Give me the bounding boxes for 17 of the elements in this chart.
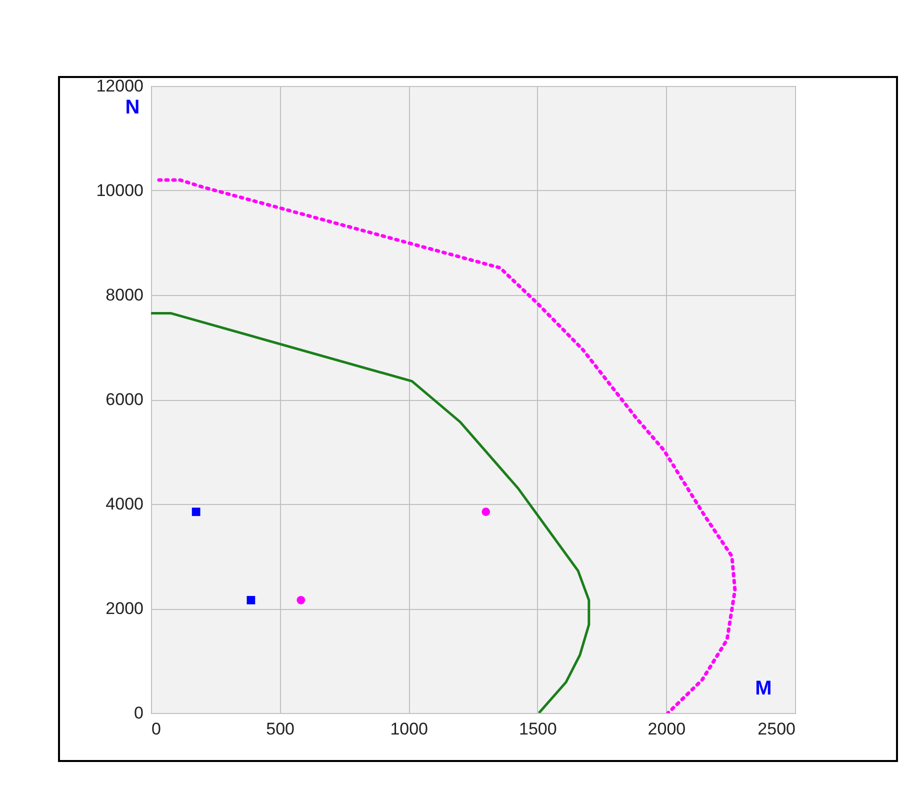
x-tick-label: 500 [266,720,294,738]
x-axis-title: M [755,678,772,700]
y-axis-title: N [125,96,140,118]
y-tick-label: 6000 [106,390,144,409]
line-series [151,312,590,713]
y-tick-label: 4000 [106,494,144,514]
y-tick-label: 8000 [106,286,144,304]
x-tick-label: 1500 [518,720,557,738]
y-tick-label: 0 [134,704,144,722]
y-tick-label: 10000 [96,181,144,200]
x-tick-label: 1000 [390,720,428,738]
line-series [157,178,737,713]
x-tick-label: 2500 [758,720,796,738]
y-tick-label: 2000 [106,599,144,618]
x-tick-label: 0 [152,720,161,738]
y-tick-label: 12000 [96,76,144,96]
x-tick-label: 2000 [648,720,686,738]
